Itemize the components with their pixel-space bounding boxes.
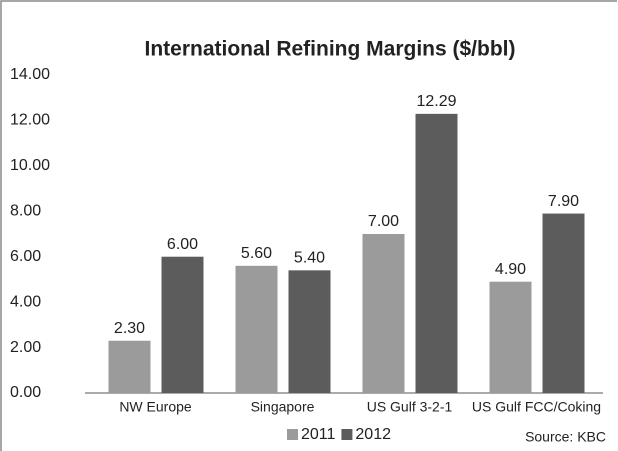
bar bbox=[108, 340, 151, 393]
bar bbox=[415, 113, 458, 393]
x-tick-label: US Gulf FCC/Coking bbox=[472, 399, 601, 415]
bar bbox=[489, 281, 532, 393]
y-tick-label: 8.00 bbox=[10, 203, 41, 220]
value-label: 2.30 bbox=[114, 320, 145, 337]
x-tick-label: Singapore bbox=[251, 399, 315, 415]
legend-swatch bbox=[341, 429, 353, 440]
value-label: 5.60 bbox=[241, 245, 272, 262]
y-tick-label: 6.00 bbox=[10, 248, 41, 265]
source: Source: KBC bbox=[525, 429, 606, 445]
bar bbox=[542, 213, 585, 393]
y-tick-label: 2.00 bbox=[10, 339, 41, 356]
value-label: 7.90 bbox=[548, 193, 579, 210]
bar bbox=[362, 234, 405, 393]
bar bbox=[235, 265, 278, 393]
y-tick-label: 10.00 bbox=[10, 157, 50, 174]
x-tick-label: NW Europe bbox=[119, 399, 192, 415]
x-tick-label: US Gulf 3-2-1 bbox=[367, 399, 453, 415]
legend-label: 2011 bbox=[301, 426, 336, 443]
legend-label: 2012 bbox=[355, 426, 391, 443]
y-tick-label: 12.00 bbox=[10, 112, 50, 129]
value-label: 7.00 bbox=[368, 213, 399, 230]
value-label: 4.90 bbox=[495, 261, 526, 278]
y-tick-label: 14.00 bbox=[10, 66, 50, 83]
value-label: 5.40 bbox=[294, 250, 325, 267]
y-tick-label: 4.00 bbox=[10, 293, 41, 310]
y-tick-label: 0.00 bbox=[10, 384, 41, 401]
chart-title: International Refining Margins ($/bbl) bbox=[144, 38, 515, 61]
legend-swatch bbox=[287, 429, 298, 440]
value-label: 6.00 bbox=[167, 236, 198, 253]
bar bbox=[161, 256, 204, 393]
bar bbox=[288, 270, 331, 393]
value-label: 12.29 bbox=[416, 93, 456, 110]
